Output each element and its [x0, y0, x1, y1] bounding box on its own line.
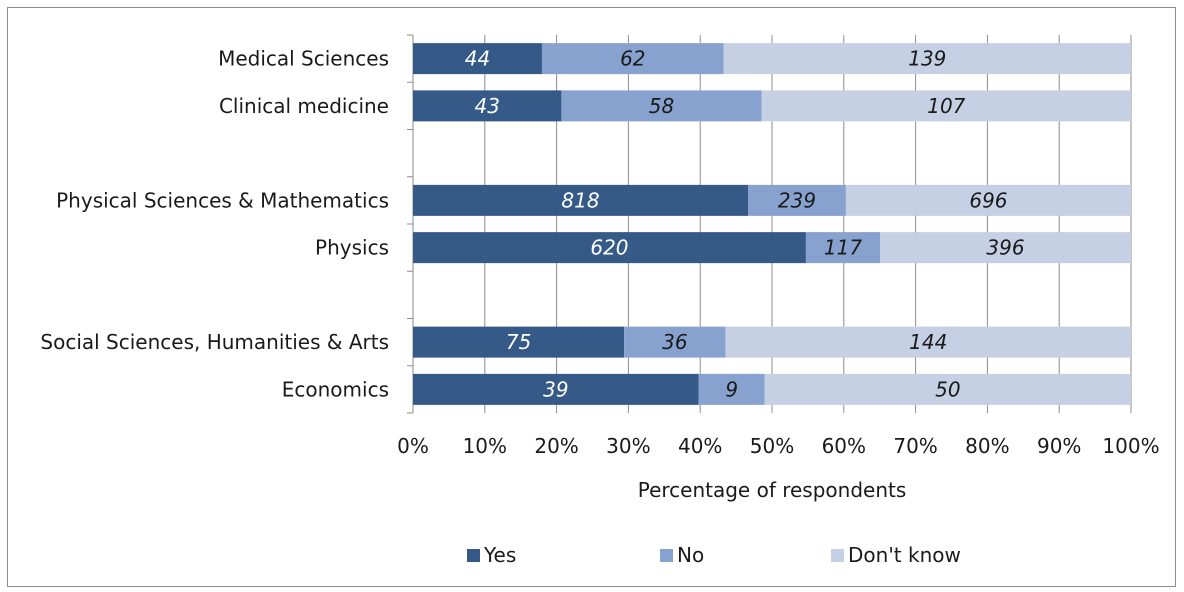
- data-label: 43: [474, 94, 499, 118]
- data-label: 107: [927, 94, 965, 118]
- data-label: 44: [465, 47, 490, 71]
- data-label: 39: [543, 377, 568, 401]
- bar-segment-don-t-know: [725, 326, 1131, 358]
- bar-segment-yes: [413, 326, 625, 358]
- legend-swatch: [660, 549, 673, 562]
- x-tick-label: 30%: [606, 434, 650, 458]
- legend-label: Don't know: [848, 543, 961, 567]
- data-label: 58: [649, 94, 674, 118]
- legend-label: Yes: [483, 543, 516, 567]
- category-label: Clinical medicine: [219, 94, 389, 118]
- data-label: 50: [935, 377, 960, 401]
- bar-segment-no: [698, 373, 765, 405]
- x-tick-label: 40%: [678, 434, 722, 458]
- data-label: 62: [620, 47, 645, 71]
- category-label: Medical Sciences: [218, 47, 389, 71]
- x-tick-label: 20%: [534, 434, 578, 458]
- x-axis-title: Percentage of respondents: [638, 478, 907, 502]
- data-label: 144: [909, 330, 947, 354]
- bar-segment-yes: [413, 232, 806, 264]
- bar-segment-no: [805, 232, 881, 264]
- data-label: 139: [908, 47, 946, 71]
- bar-segment-don-t-know: [723, 43, 1131, 75]
- bar-segment-don-t-know: [761, 90, 1131, 122]
- data-label: 818: [561, 188, 599, 212]
- x-tick-label: 60%: [822, 434, 866, 458]
- data-label: 36: [662, 330, 687, 354]
- category-label: Physics: [315, 236, 389, 260]
- x-tick-label: 80%: [965, 434, 1009, 458]
- legend-label: No: [677, 543, 704, 567]
- data-label: 9: [725, 377, 738, 401]
- data-label: 75: [506, 330, 531, 354]
- x-tick-label: 100%: [1102, 434, 1159, 458]
- x-tick-label: 0%: [397, 434, 429, 458]
- bar-segment-no: [541, 43, 724, 75]
- bar-segment-yes: [413, 184, 749, 216]
- legend-swatch: [831, 549, 844, 562]
- bar-segment-yes: [413, 90, 562, 122]
- category-label: Economics: [282, 377, 389, 401]
- data-label: 239: [778, 188, 816, 212]
- bar-segment-yes: [413, 43, 542, 75]
- bar-segment-no: [561, 90, 762, 122]
- bar-segment-yes: [413, 373, 699, 405]
- bar-segment-no: [624, 326, 726, 358]
- x-tick-label: 50%: [750, 434, 794, 458]
- category-label: Social Sciences, Humanities & Arts: [40, 330, 389, 354]
- x-tick-label: 10%: [463, 434, 507, 458]
- x-tick-label: 70%: [893, 434, 937, 458]
- bar-segment-don-t-know: [845, 184, 1131, 216]
- bar-segment-don-t-know: [880, 232, 1131, 264]
- legend-swatch: [467, 549, 480, 562]
- x-tick-label: 90%: [1037, 434, 1081, 458]
- data-label: 696: [969, 188, 1007, 212]
- data-label: 396: [986, 236, 1024, 260]
- category-label: Physical Sciences & Mathematics: [56, 188, 389, 212]
- bar-segment-don-t-know: [764, 373, 1131, 405]
- data-label: 620: [590, 236, 628, 260]
- data-label: 117: [824, 236, 862, 260]
- bar-segment-no: [748, 184, 846, 216]
